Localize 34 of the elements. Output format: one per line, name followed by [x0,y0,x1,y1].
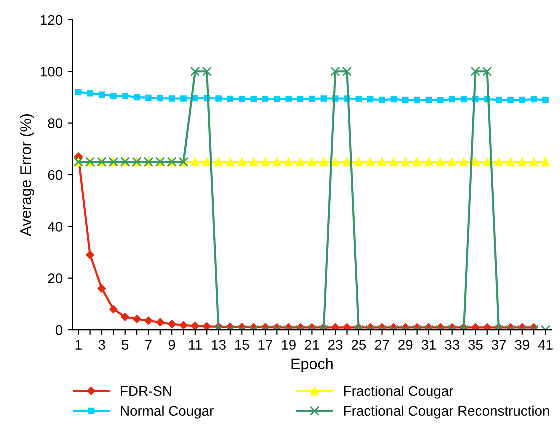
x-tick-label: 33 [445,340,460,350]
legend-label: Fractional Cougar Reconstruction [344,406,550,419]
x-tick-label: 11 [189,340,202,350]
y-axis-title: Average Error (%) [20,114,34,236]
x-axis-title: Epoch [292,358,333,372]
x-tick-label: 41 [538,340,553,350]
x-tick-label: 39 [515,340,530,350]
x-tick-label: 27 [375,340,390,350]
x-tick-label: 17 [258,340,273,350]
legend-label: Normal Cougar [121,406,214,419]
y-tick-label: 20 [48,274,63,284]
x-tick-label: 15 [235,340,250,350]
legend-label: Fractional Cougar [344,386,454,399]
x-tick-label: 3 [98,340,106,350]
y-tick-label: 0 [56,325,63,336]
x-tick-label: 19 [282,340,296,350]
x-tick-label: 37 [492,340,506,350]
x-tick-label: 23 [328,340,343,350]
x-tick-label: 29 [398,340,413,350]
x-tick-label: 1 [76,340,82,350]
y-tick-label: 80 [48,118,63,128]
legend-label: FDR-SN [121,386,172,396]
x-tick-label: 21 [305,340,320,350]
x-tick-label: 35 [468,340,483,350]
y-tick-label: 40 [48,222,63,232]
y-tick-label: 100 [40,66,63,77]
y-tick-label: 120 [40,15,63,26]
x-tick-label: 13 [212,340,226,350]
x-tick-label: 5 [122,340,129,350]
x-tick-label: 25 [352,340,366,350]
x-tick-label: 31 [422,340,436,350]
y-tick-label: 60 [48,170,63,180]
x-tick-label: 7 [146,340,152,350]
x-tick-label: 9 [168,340,176,350]
